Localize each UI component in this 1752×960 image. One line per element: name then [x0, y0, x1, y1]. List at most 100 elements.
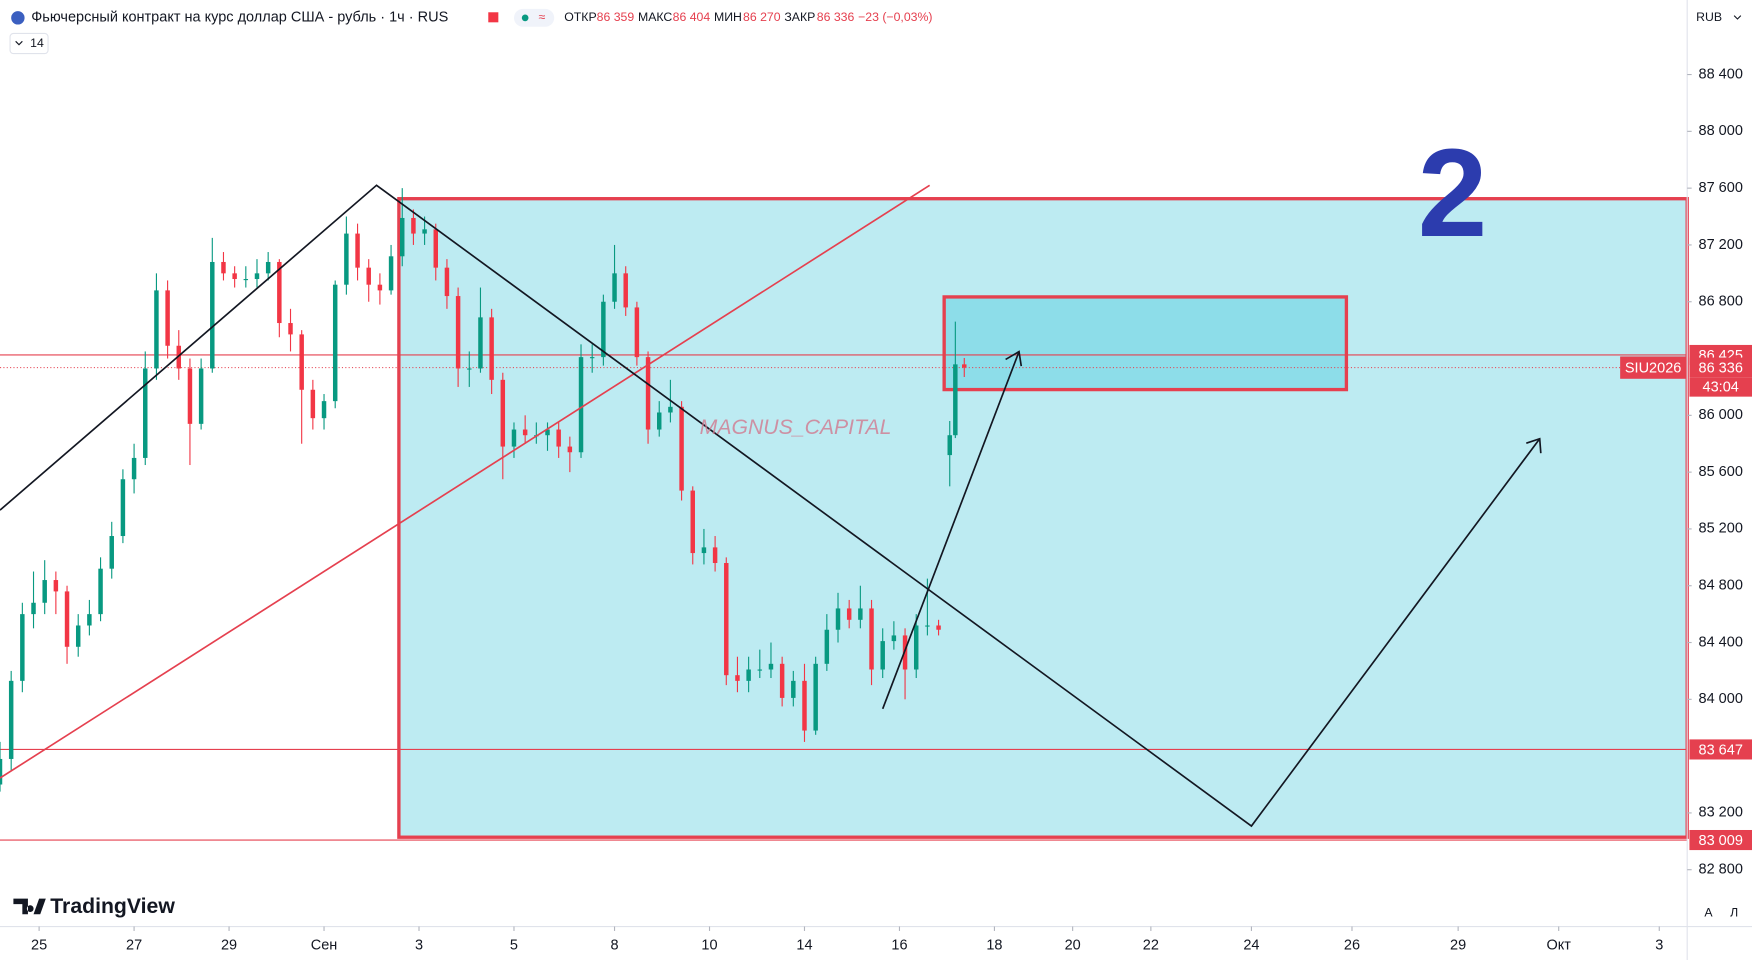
y-tick-label: 82 800 — [1699, 862, 1743, 878]
candle-body — [880, 641, 885, 670]
x-tick-label: 22 — [1143, 937, 1159, 953]
currency[interactable]: RUB — [1696, 10, 1722, 24]
y-tick-label: 87 200 — [1699, 237, 1743, 253]
candle-body — [779, 663, 785, 698]
price-label: 86 336 — [1699, 361, 1743, 377]
candle-body — [0, 758, 3, 785]
y-tick-label: 87 600 — [1699, 180, 1743, 196]
candle-body — [768, 663, 774, 670]
candle-body — [388, 256, 394, 291]
x-tick-label: Сен — [311, 937, 338, 953]
candle-body — [154, 290, 159, 369]
trend-line — [0, 184, 931, 779]
candle-body — [433, 229, 438, 268]
scale-button[interactable]: Л — [1730, 905, 1738, 919]
candle-body — [332, 284, 338, 402]
candle-body — [953, 364, 958, 436]
candle-body — [858, 608, 863, 620]
candle-body — [835, 608, 841, 630]
candle-body — [545, 429, 550, 436]
candle-body — [120, 479, 126, 537]
candle-body — [143, 368, 148, 458]
x-tick-label: 16 — [891, 937, 907, 953]
candle-body — [64, 591, 70, 647]
price-label-bg — [1689, 357, 1752, 378]
candle-body — [422, 229, 427, 234]
arrow-head — [1005, 350, 1023, 367]
x-tick-label: Окт — [1546, 937, 1571, 953]
x-tick-label: 20 — [1065, 937, 1081, 953]
y-tick-label: 83 200 — [1699, 805, 1743, 821]
candle-body — [131, 457, 137, 480]
candle-body — [232, 273, 237, 280]
candle-body — [668, 406, 673, 413]
x-tick-label: 8 — [610, 937, 618, 953]
candle-body — [612, 273, 617, 302]
x-tick-label: 14 — [796, 937, 812, 953]
legend-value: 86 336 — [817, 10, 855, 24]
path-line — [0, 184, 1541, 828]
candle-body — [925, 625, 930, 627]
legend-value: 86 270 — [743, 10, 781, 24]
x-tick-label: 3 — [1655, 937, 1663, 953]
candle-body — [377, 284, 383, 291]
candle-body — [657, 412, 662, 430]
candle-body — [288, 323, 293, 335]
annotation: 2 — [1418, 123, 1488, 263]
symbol-bg — [1620, 356, 1687, 379]
candle-body — [42, 580, 47, 603]
candle-body — [891, 635, 897, 642]
candle-body — [265, 261, 271, 274]
legend-change: −23 (−0,03%) — [858, 10, 932, 24]
y-tick-label: 88 400 — [1699, 66, 1743, 82]
chart-title[interactable]: Фьючерсный контракт на курс доллар США -… — [31, 10, 448, 26]
candle-body — [400, 217, 405, 257]
status-dot — [521, 14, 529, 22]
legend-label: МАКС — [638, 10, 672, 24]
y-tick-label: 84 400 — [1699, 634, 1743, 650]
candle-body — [344, 233, 349, 285]
price-label: 83 647 — [1699, 742, 1743, 758]
candle-body — [355, 233, 360, 268]
candle-body — [947, 435, 952, 456]
candle-body — [489, 317, 494, 380]
candle-body — [913, 625, 919, 670]
legend-value: 86 359 — [597, 10, 635, 24]
y-tick-label: 84 000 — [1699, 691, 1743, 707]
arrow-line — [881, 351, 1020, 710]
x-tick-label: 26 — [1344, 937, 1360, 953]
candle-body — [556, 429, 561, 447]
y-tick-label: 85 200 — [1699, 521, 1743, 537]
range-box — [397, 197, 1689, 839]
scale-button[interactable]: A — [1704, 905, 1713, 919]
price-label-bg — [1689, 739, 1752, 760]
candle-body — [757, 669, 763, 671]
candle-body — [802, 680, 807, 731]
x-tick-label: 18 — [986, 937, 1002, 953]
candle-body — [712, 547, 718, 564]
candle-body — [645, 357, 651, 430]
candle-body — [623, 273, 628, 308]
candle-body — [589, 357, 595, 359]
candle-body — [500, 379, 506, 447]
candle-body — [254, 273, 260, 280]
x-tick-label: 25 — [31, 937, 47, 953]
y-tick-label: 86 000 — [1699, 407, 1743, 423]
flag-marker[interactable] — [488, 12, 499, 23]
chevron — [1733, 15, 1742, 20]
candle-body — [824, 629, 830, 664]
legend-value: 86 404 — [673, 10, 711, 24]
candle-body — [634, 307, 640, 358]
y-tick-label: 86 800 — [1699, 294, 1743, 310]
y-tick-label: 88 000 — [1699, 123, 1743, 139]
candle-body — [277, 261, 282, 324]
candle-body — [299, 334, 304, 390]
candle-body — [467, 368, 472, 370]
candle-body — [724, 563, 729, 676]
indicators-toggle[interactable] — [9, 32, 49, 55]
candle-body — [813, 663, 818, 731]
indicators-count[interactable]: 14 — [30, 36, 44, 50]
candle-body — [791, 680, 796, 698]
candle-body — [567, 446, 573, 453]
candle-body — [198, 368, 204, 424]
